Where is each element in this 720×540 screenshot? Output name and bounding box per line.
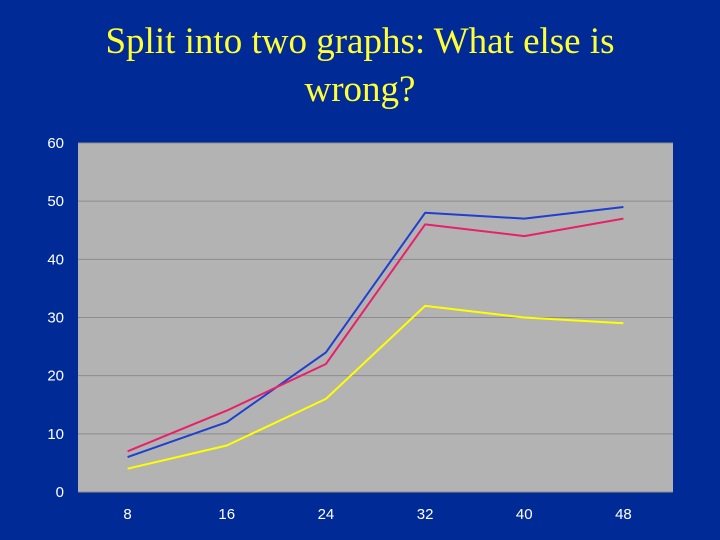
- series-line-3: [127, 304, 624, 470]
- gridlines: [78, 142, 673, 493]
- slide-title-line-1: Split into two graphs: What else is: [105, 21, 615, 62]
- x-axis: 8 16 24 32 40 48: [123, 506, 631, 523]
- slide-title: Split into two graphs: What else is wron…: [0, 18, 720, 114]
- x-tick-label: 16: [218, 506, 235, 523]
- y-tick-label: 10: [47, 426, 64, 443]
- series-group: [127, 206, 624, 470]
- y-tick-label: 60: [47, 135, 64, 152]
- y-tick-label: 20: [47, 368, 64, 385]
- y-tick-label: 0: [56, 484, 64, 501]
- y-tick-label: 50: [47, 193, 64, 210]
- y-axis: 0 10 20 30 40 50 60: [47, 135, 64, 501]
- x-tick-label: 32: [417, 506, 434, 523]
- series-line-2: [127, 217, 624, 453]
- y-tick-label: 40: [47, 251, 64, 268]
- x-tick-label: 48: [615, 506, 632, 523]
- x-tick-label: 8: [123, 506, 131, 523]
- x-tick-label: 24: [318, 506, 335, 523]
- x-tick-label: 40: [516, 506, 533, 523]
- slide-title-line-2: wrong?: [304, 69, 416, 110]
- series-line-1: [127, 206, 624, 459]
- y-tick-label: 30: [47, 310, 64, 327]
